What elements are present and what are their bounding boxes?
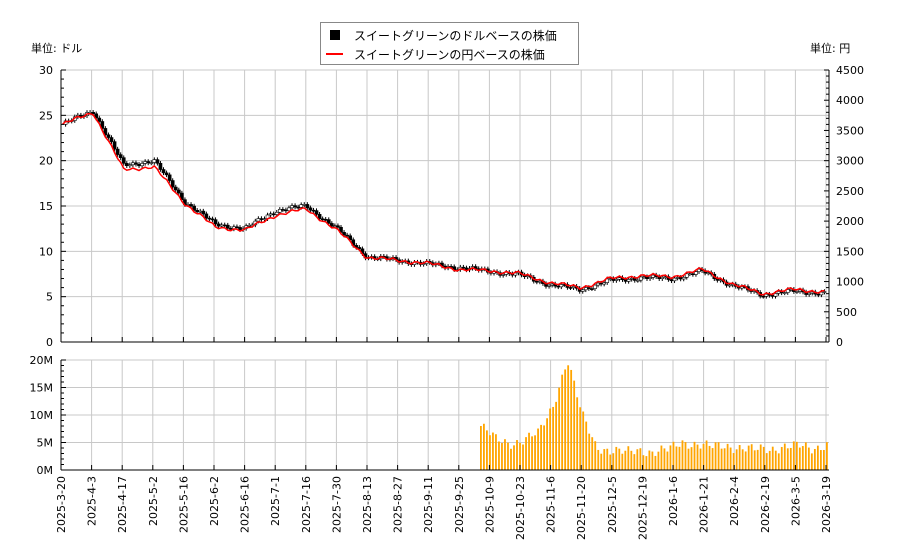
svg-text:2026-3-19: 2026-3-19 [820, 476, 833, 533]
legend-item-yen: スイートグリーンの円ベースの株価 [321, 45, 545, 63]
svg-text:2025-8-13: 2025-8-13 [361, 476, 374, 533]
svg-text:5M: 5M [37, 437, 54, 450]
x-axis-ticks: 2025-3-20 2025-4-3 2025-4-17 2025-5-2 2025-5… [55, 337, 833, 540]
svg-text:2026-3-5: 2026-3-5 [789, 476, 802, 526]
volume-bars [480, 365, 828, 470]
svg-text:20: 20 [39, 155, 53, 168]
svg-text:0: 0 [46, 336, 53, 349]
svg-text:2025-6-2: 2025-6-2 [208, 476, 221, 526]
svg-text:2025-4-17: 2025-4-17 [116, 476, 129, 533]
svg-text:3500: 3500 [836, 124, 864, 137]
legend-item-dollar: スイートグリーンのドルベースの株価 [321, 26, 557, 44]
svg-text:15: 15 [39, 200, 53, 213]
svg-text:2025-12-5: 2025-12-5 [606, 476, 619, 533]
svg-text:2026-2-4: 2026-2-4 [728, 476, 741, 526]
svg-text:2000: 2000 [836, 215, 864, 228]
svg-text:25: 25 [39, 109, 53, 122]
svg-text:4500: 4500 [836, 64, 864, 77]
svg-text:2026-1-6: 2026-1-6 [667, 476, 680, 526]
svg-text:1000: 1000 [836, 276, 864, 289]
svg-text:2025-9-11: 2025-9-11 [422, 476, 435, 533]
legend-label-yen: スイートグリーンの円ベースの株価 [354, 47, 545, 62]
svg-text:0M: 0M [37, 464, 54, 477]
svg-text:2025-4-3: 2025-4-3 [86, 476, 99, 526]
left-axis-unit: 単位: ドル [31, 42, 83, 55]
svg-text:2025-10-23: 2025-10-23 [514, 476, 527, 540]
svg-text:2025-10-9: 2025-10-9 [483, 476, 496, 533]
svg-text:10: 10 [39, 245, 53, 258]
svg-text:2025-8-27: 2025-8-27 [392, 476, 405, 533]
svg-text:2025-5-16: 2025-5-16 [177, 476, 190, 533]
svg-text:2025-11-6: 2025-11-6 [545, 476, 558, 533]
legend: スイートグリーンのドルベースの株価 スイートグリーンの円ベースの株価 [320, 22, 579, 65]
dollar-candlesticks [63, 110, 827, 299]
svg-text:2026-2-19: 2026-2-19 [759, 476, 772, 533]
svg-text:30: 30 [39, 64, 53, 77]
svg-text:2025-7-30: 2025-7-30 [330, 476, 343, 533]
svg-text:2025-3-20: 2025-3-20 [55, 476, 68, 533]
svg-text:2025-7-1: 2025-7-1 [269, 476, 282, 526]
red-line-icon [326, 53, 343, 55]
right-axis-unit: 単位: 円 [810, 42, 851, 55]
svg-text:500: 500 [836, 306, 857, 319]
svg-text:2026-1-21: 2026-1-21 [698, 476, 711, 533]
svg-text:2500: 2500 [836, 185, 864, 198]
svg-text:4000: 4000 [836, 94, 864, 107]
svg-text:1500: 1500 [836, 245, 864, 258]
left-axis-ticks: 0 5 10 15 20 25 30 [39, 64, 66, 349]
svg-text:2025-9-25: 2025-9-25 [453, 476, 466, 533]
svg-text:0: 0 [836, 336, 843, 349]
svg-text:10M: 10M [30, 409, 54, 422]
price-grid [60, 69, 829, 343]
svg-text:20M: 20M [30, 354, 54, 367]
svg-text:15M: 15M [30, 382, 54, 395]
svg-text:3000: 3000 [836, 155, 864, 168]
svg-text:2025-12-19: 2025-12-19 [636, 476, 649, 540]
right-axis-ticks: 0 500 1000 1500 2000 2500 3000 3500 4000 4500 [824, 64, 864, 349]
yen-price-line [61, 112, 825, 296]
volume-grid [60, 359, 829, 471]
svg-text:2025-11-20: 2025-11-20 [575, 476, 588, 540]
svg-text:2025-6-16: 2025-6-16 [239, 476, 252, 533]
black-square-icon [330, 30, 340, 40]
volume-axis-ticks: 0M 5M 10M 15M 20M [30, 354, 66, 477]
legend-label-dollar: スイートグリーンのドルベースの株価 [354, 28, 557, 43]
svg-text:2025-5-2: 2025-5-2 [147, 476, 160, 526]
svg-text:5: 5 [46, 291, 53, 304]
svg-text:2025-7-16: 2025-7-16 [300, 476, 313, 533]
